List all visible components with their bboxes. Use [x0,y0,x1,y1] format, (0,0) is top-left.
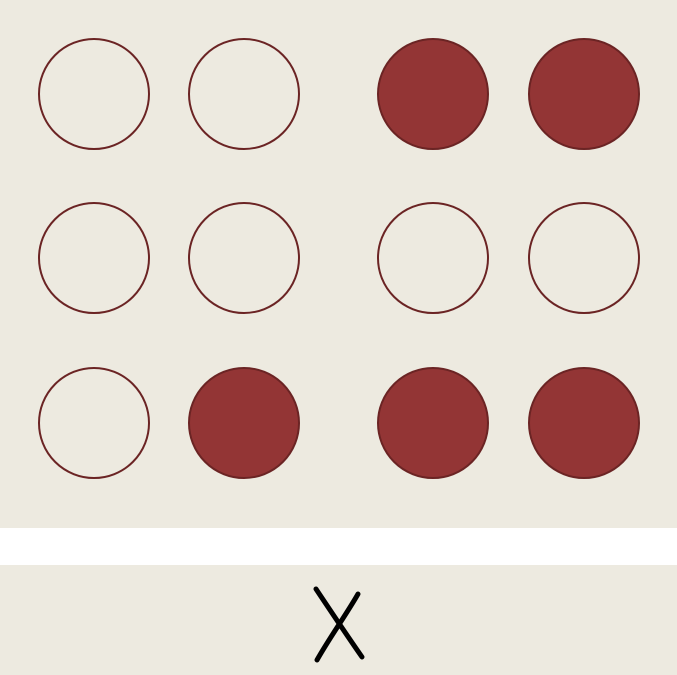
filled-dot-r3-c2 [188,367,300,479]
filled-dot-r3-c4 [528,367,640,479]
filled-dot-r3-c3 [377,367,489,479]
answer-panel [0,565,677,675]
filled-dot-r1-c3 [377,38,489,150]
empty-dot-r1-c1 [38,38,150,150]
handwritten-x-glyph [313,586,365,663]
dot-grid-panel [0,0,677,528]
empty-dot-r2-c4 [528,202,640,314]
empty-dot-r2-c2 [188,202,300,314]
empty-dot-r1-c2 [188,38,300,150]
empty-dot-r3-c1 [38,367,150,479]
filled-dot-r1-c4 [528,38,640,150]
empty-dot-r2-c3 [377,202,489,314]
empty-dot-r2-c1 [38,202,150,314]
